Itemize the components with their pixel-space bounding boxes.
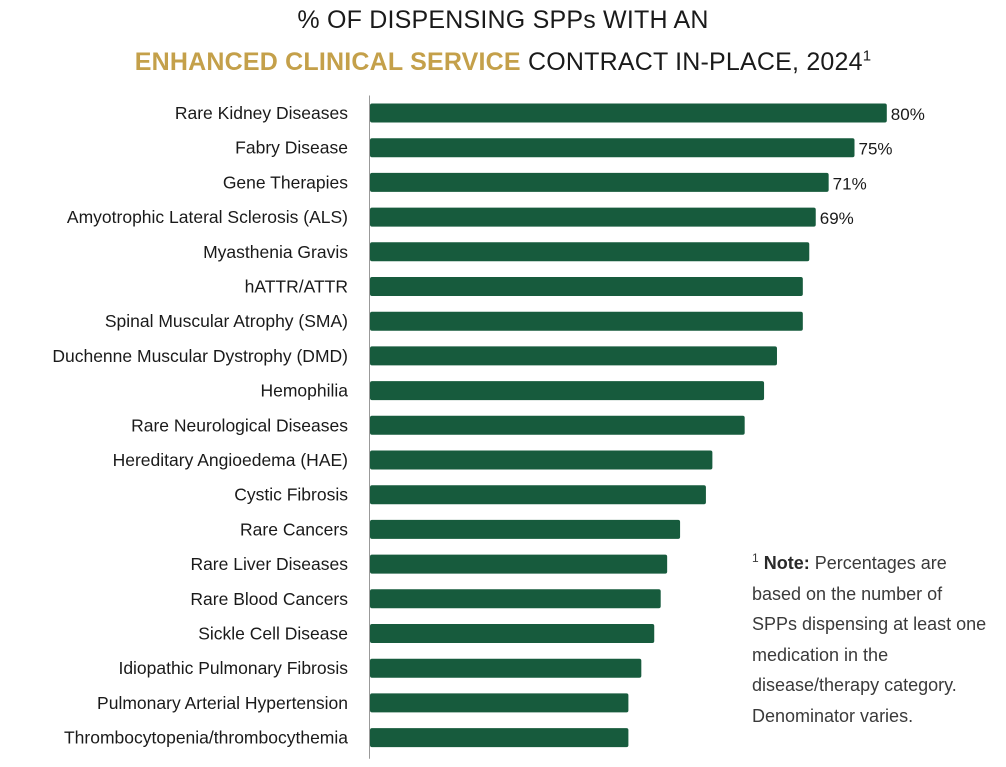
bar xyxy=(370,207,816,227)
data-label: 69% xyxy=(820,209,854,228)
category-label: Cystic Fibrosis xyxy=(234,485,348,505)
bar xyxy=(370,728,629,748)
bar xyxy=(370,658,642,678)
data-label: 75% xyxy=(859,140,893,159)
category-label: Hemophilia xyxy=(260,381,348,401)
category-label: Hereditary Angioedema (HAE) xyxy=(113,450,348,470)
category-label: Rare Neurological Diseases xyxy=(131,415,348,435)
bar xyxy=(370,103,887,123)
bar xyxy=(370,554,668,574)
bar xyxy=(370,519,681,539)
category-label: Spinal Muscular Atrophy (SMA) xyxy=(105,311,348,331)
bar xyxy=(370,138,855,158)
bar xyxy=(370,277,803,296)
chart-title-rest: CONTRACT IN-PLACE, 2024 xyxy=(520,48,863,76)
bar xyxy=(370,242,810,262)
category-label: Rare Kidney Diseases xyxy=(175,103,348,123)
category-label: Myasthenia Gravis xyxy=(203,242,348,262)
chart-title-footnote-marker: 1 xyxy=(862,47,872,65)
bar xyxy=(370,485,706,505)
category-label: Duchenne Muscular Dystrophy (DMD) xyxy=(52,346,348,366)
bar xyxy=(370,381,765,401)
footnote-marker: 1 xyxy=(752,551,759,565)
chart-title-line-2: ENHANCED CLINICAL SERVICE CONTRACT IN-PL… xyxy=(0,48,1006,77)
category-label: Rare Cancers xyxy=(240,519,348,539)
category-label: Rare Liver Diseases xyxy=(190,554,348,574)
category-label: Thrombocytopenia/thrombocythemia xyxy=(64,728,348,748)
bar xyxy=(370,589,661,609)
category-label: Gene Therapies xyxy=(223,172,348,192)
category-label: Amyotrophic Lateral Sclerosis (ALS) xyxy=(67,207,348,227)
bar xyxy=(370,415,745,435)
footnote: 1 Note: Percentages are based on the num… xyxy=(752,548,992,731)
bar xyxy=(370,450,713,470)
category-label: hATTR/ATTR xyxy=(245,277,348,297)
category-label: Idiopathic Pulmonary Fibrosis xyxy=(118,658,348,678)
bar xyxy=(370,693,629,713)
category-label: Fabry Disease xyxy=(235,138,348,158)
bar xyxy=(370,624,655,643)
chart-title-accent: ENHANCED CLINICAL SERVICE xyxy=(134,48,521,76)
footnote-label: Note: xyxy=(763,553,810,573)
bar xyxy=(370,346,777,366)
data-label: 80% xyxy=(891,105,925,124)
data-label: 71% xyxy=(833,174,867,193)
chart-title-line-1: % OF DISPENSING SPPs WITH AN xyxy=(297,6,709,34)
category-label: Sickle Cell Disease xyxy=(198,624,348,644)
category-label: Pulmonary Arterial Hypertension xyxy=(97,693,348,713)
footnote-text: Percentages are based on the number of S… xyxy=(752,553,987,726)
bar xyxy=(370,311,803,331)
bar xyxy=(370,172,829,192)
category-label: Rare Blood Cancers xyxy=(190,589,348,609)
